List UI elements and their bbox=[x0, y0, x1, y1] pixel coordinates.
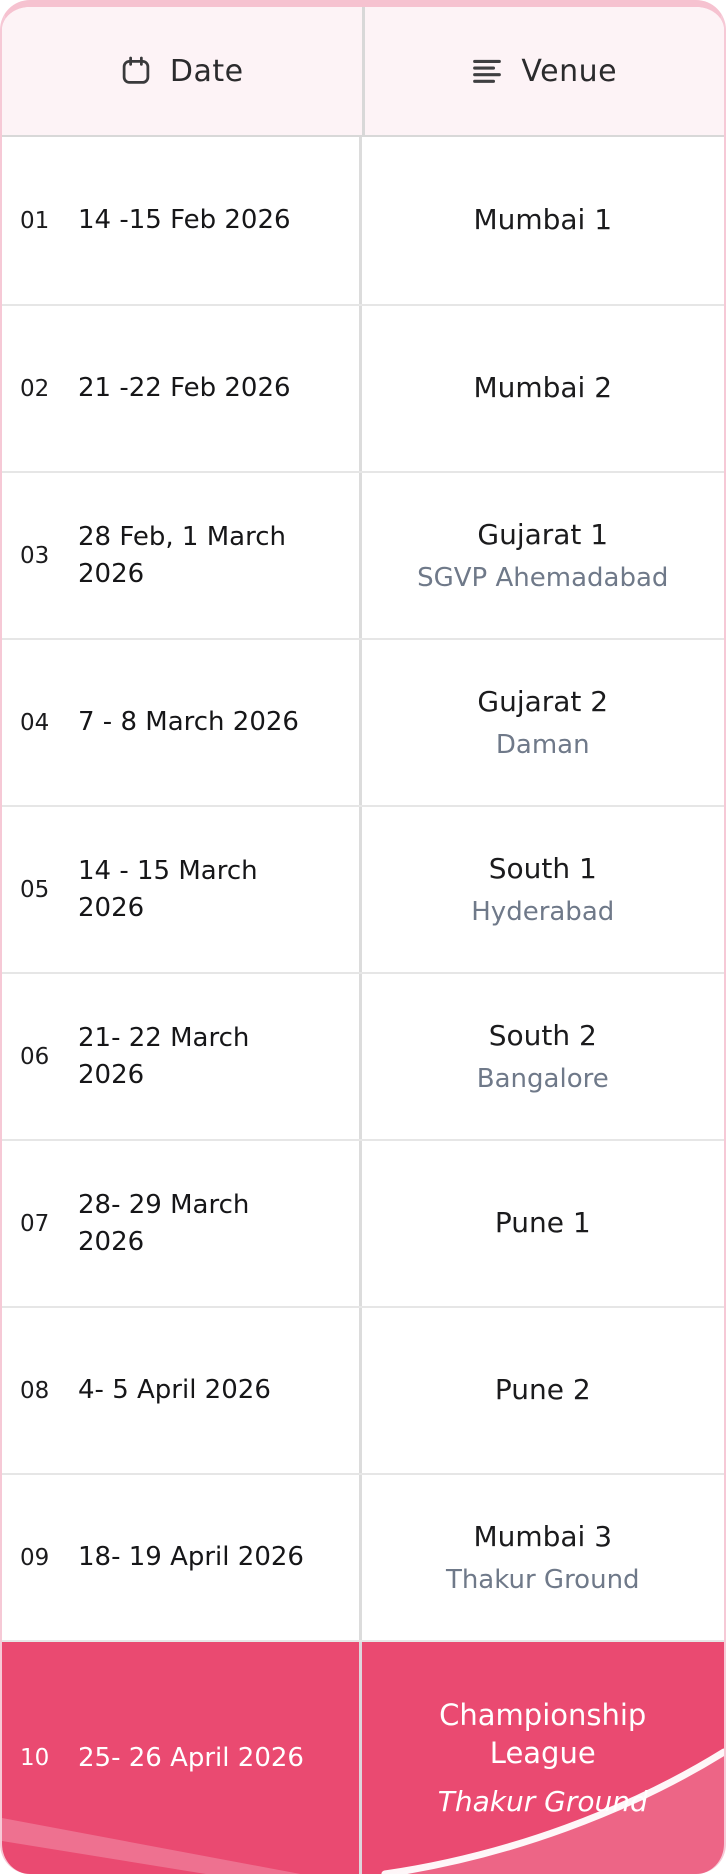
venue-name: South 2 bbox=[488, 1018, 597, 1052]
date-line: 2026 bbox=[78, 558, 145, 589]
date-line: 14 - 15 March bbox=[78, 855, 258, 886]
date-cell: 10 25- 26 April 2026 bbox=[2, 1642, 362, 1874]
list-icon bbox=[473, 59, 502, 83]
venue-column-header: Venue bbox=[365, 7, 725, 135]
venue-name: Mumbai 1 bbox=[473, 203, 613, 237]
date-line: 28 Feb, 1 March bbox=[78, 521, 286, 552]
date-column-label: Date bbox=[169, 53, 244, 89]
date-text: 4- 5 April 2026 bbox=[78, 1372, 271, 1409]
venue-cell: South 1 Hyderabad bbox=[362, 807, 725, 972]
table-row: 06 21- 22 March 2026 South 2 Bangalore bbox=[2, 972, 724, 1139]
date-line: 7 - 8 March 2026 bbox=[78, 707, 299, 738]
date-text: 7 - 8 March 2026 bbox=[78, 704, 299, 741]
calendar-icon bbox=[122, 56, 150, 84]
date-line: 14 -15 Feb 2026 bbox=[78, 205, 291, 236]
venue-cell: Pune 2 bbox=[362, 1308, 725, 1473]
row-number: 05 bbox=[20, 876, 50, 903]
date-text: 25- 26 April 2026 bbox=[78, 1740, 304, 1777]
table-row: 04 7 - 8 March 2026 Gujarat 2 Daman bbox=[2, 638, 724, 805]
venue-subtitle: Bangalore bbox=[476, 1063, 609, 1094]
venue-subtitle: Thakur Ground bbox=[445, 1564, 640, 1595]
date-text: 28 Feb, 1 March 2026 bbox=[78, 519, 286, 593]
table-row: 10 25- 26 April 2026 Championship League… bbox=[2, 1640, 724, 1874]
date-cell: 06 21- 22 March 2026 bbox=[2, 974, 362, 1139]
venue-name: South 1 bbox=[488, 851, 597, 885]
date-line: 21 -22 Feb 2026 bbox=[78, 373, 291, 404]
row-number: 01 bbox=[20, 207, 50, 234]
date-cell: 05 14 - 15 March 2026 bbox=[2, 807, 362, 972]
venue-name: Championship League bbox=[439, 1697, 647, 1770]
venue-subtitle: Thakur Ground bbox=[437, 1785, 648, 1819]
date-line: 21- 22 March bbox=[78, 1022, 250, 1053]
date-cell: 09 18- 19 April 2026 bbox=[2, 1475, 362, 1640]
venue-column-label: Venue bbox=[521, 53, 618, 89]
table-row: 08 4- 5 April 2026 Pune 2 bbox=[2, 1306, 724, 1473]
table-row: 01 14 -15 Feb 2026 Mumbai 1 bbox=[2, 137, 724, 304]
row-number: 03 bbox=[20, 542, 50, 569]
date-text: 28- 29 March 2026 bbox=[78, 1187, 249, 1261]
venue-cell: Mumbai 1 bbox=[362, 137, 725, 304]
table-row: 09 18- 19 April 2026 Mumbai 3 Thakur Gro… bbox=[2, 1473, 724, 1640]
row-number: 06 bbox=[20, 1043, 50, 1070]
table-header: Date Venue bbox=[2, 7, 724, 137]
venue-cell: South 2 Bangalore bbox=[362, 974, 725, 1139]
date-line: 25- 26 April 2026 bbox=[78, 1742, 304, 1773]
venue-name: Mumbai 3 bbox=[473, 1519, 613, 1553]
venue-cell: Gujarat 1 SGVP Ahemadabad bbox=[362, 473, 725, 638]
table-row: 03 28 Feb, 1 March 2026 Gujarat 1 SGVP Ah… bbox=[2, 471, 724, 638]
table-row: 05 14 - 15 March 2026 South 1 Hyderabad bbox=[2, 805, 724, 972]
date-line: 4- 5 April 2026 bbox=[78, 1375, 271, 1406]
row-number: 02 bbox=[20, 375, 50, 402]
date-line: 2026 bbox=[78, 1059, 145, 1090]
venue-name: Pune 1 bbox=[494, 1206, 591, 1240]
schedule-table-body: 01 14 -15 Feb 2026 Mumbai 1 02 21 -22 Fe… bbox=[2, 137, 724, 1874]
row-number: 08 bbox=[20, 1377, 50, 1404]
row-number: 10 bbox=[20, 1745, 50, 1771]
table-row: 02 21 -22 Feb 2026 Mumbai 2 bbox=[2, 304, 724, 471]
venue-subtitle: Hyderabad bbox=[471, 896, 615, 927]
venue-subtitle: Daman bbox=[495, 729, 590, 760]
date-cell: 01 14 -15 Feb 2026 bbox=[2, 137, 362, 304]
venue-cell: Pune 1 bbox=[362, 1141, 725, 1306]
table-row: 07 28- 29 March 2026 Pune 1 bbox=[2, 1139, 724, 1306]
row-number: 04 bbox=[20, 709, 50, 736]
venue-cell: Gujarat 2 Daman bbox=[362, 640, 725, 805]
row-number: 09 bbox=[20, 1544, 50, 1571]
venue-cell: Championship League Thakur Ground bbox=[362, 1642, 725, 1874]
venue-name: Gujarat 2 bbox=[477, 684, 609, 718]
date-cell: 03 28 Feb, 1 March 2026 bbox=[2, 473, 362, 638]
date-cell: 08 4- 5 April 2026 bbox=[2, 1308, 362, 1473]
date-line: 2026 bbox=[78, 1226, 145, 1257]
date-text: 21 -22 Feb 2026 bbox=[78, 370, 291, 407]
venue-name: Pune 2 bbox=[494, 1373, 591, 1407]
date-text: 14 - 15 March 2026 bbox=[78, 853, 258, 927]
venue-name: Mumbai 2 bbox=[473, 371, 613, 405]
date-cell: 04 7 - 8 March 2026 bbox=[2, 640, 362, 805]
date-text: 21- 22 March 2026 bbox=[78, 1020, 249, 1094]
venue-name: Gujarat 1 bbox=[477, 517, 609, 551]
venue-subtitle: SGVP Ahemadabad bbox=[417, 562, 669, 593]
date-text: 18- 19 April 2026 bbox=[78, 1539, 304, 1576]
date-cell: 02 21 -22 Feb 2026 bbox=[2, 306, 362, 471]
date-column-header: Date bbox=[2, 7, 365, 135]
date-line: 2026 bbox=[78, 892, 145, 923]
date-line: 18- 19 April 2026 bbox=[78, 1542, 304, 1573]
date-text: 14 -15 Feb 2026 bbox=[78, 202, 291, 239]
date-cell: 07 28- 29 March 2026 bbox=[2, 1141, 362, 1306]
venue-cell: Mumbai 3 Thakur Ground bbox=[362, 1475, 725, 1640]
venue-cell: Mumbai 2 bbox=[362, 306, 725, 471]
date-line: 28- 29 March bbox=[78, 1189, 250, 1220]
row-number: 07 bbox=[20, 1210, 50, 1237]
